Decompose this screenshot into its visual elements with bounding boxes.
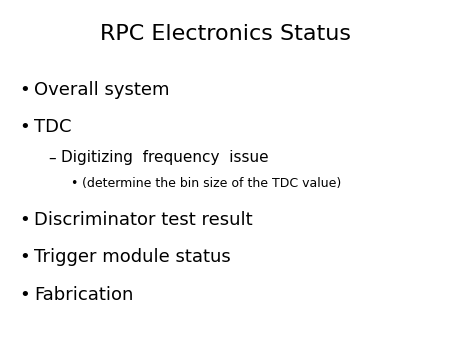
Text: Discriminator test result: Discriminator test result — [34, 211, 252, 229]
Text: •: • — [71, 177, 78, 190]
Text: •: • — [19, 286, 30, 304]
Text: Digitizing  frequency  issue: Digitizing frequency issue — [61, 150, 268, 165]
Text: TDC: TDC — [34, 118, 71, 136]
Text: Trigger module status: Trigger module status — [34, 248, 230, 266]
Text: •: • — [19, 211, 30, 229]
Text: Overall system: Overall system — [34, 81, 169, 99]
Text: (determine the bin size of the TDC value): (determine the bin size of the TDC value… — [82, 177, 342, 190]
Text: RPC Electronics Status: RPC Electronics Status — [99, 24, 351, 44]
Text: •: • — [19, 81, 30, 99]
Text: •: • — [19, 248, 30, 266]
Text: –: – — [48, 150, 55, 165]
Text: •: • — [19, 118, 30, 136]
Text: Fabrication: Fabrication — [34, 286, 133, 304]
